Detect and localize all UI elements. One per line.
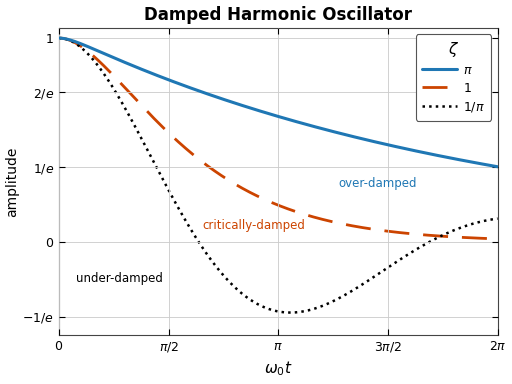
$\pi$	[224, 98, 230, 103]
Text: critically-damped: critically-damped	[202, 219, 305, 232]
X-axis label: $\omega_0 t$: $\omega_0 t$	[264, 360, 292, 379]
$\pi$	[106, 53, 112, 58]
$\pi$	[243, 104, 249, 109]
$1/\pi$	[495, 216, 501, 221]
$1/\pi$	[106, 79, 112, 84]
Line: $1/\pi$: $1/\pi$	[59, 38, 498, 313]
$1/\pi$	[56, 36, 62, 40]
Legend: $\pi$, $1$, $1/\pi$: $\pi$, $1$, $1/\pi$	[416, 34, 492, 121]
Text: over-damped: over-damped	[338, 177, 417, 190]
$1/\pi$	[132, 124, 138, 129]
$1/\pi$	[243, 295, 249, 299]
$1$	[132, 96, 138, 101]
$1$	[439, 234, 445, 238]
$1$	[56, 36, 62, 40]
$1/\pi$	[224, 277, 230, 282]
$1$	[495, 237, 501, 241]
$1$	[243, 188, 249, 193]
$\pi$	[495, 164, 501, 169]
Text: under-damped: under-damped	[76, 272, 163, 285]
Line: $1$: $1$	[59, 38, 498, 239]
Line: $\pi$: $\pi$	[59, 38, 498, 167]
$1/\pi$	[439, 233, 445, 238]
$\pi$	[439, 154, 445, 159]
$1/\pi$	[486, 218, 492, 222]
$\pi$	[56, 36, 62, 40]
$1/\pi$	[287, 310, 293, 315]
$\pi$	[486, 163, 492, 167]
Title: Damped Harmonic Oscillator: Damped Harmonic Oscillator	[144, 5, 412, 23]
$1$	[224, 177, 230, 182]
Y-axis label: amplitude: amplitude	[6, 146, 19, 217]
$1$	[486, 236, 492, 241]
$\pi$	[132, 64, 138, 69]
$1$	[106, 69, 112, 73]
